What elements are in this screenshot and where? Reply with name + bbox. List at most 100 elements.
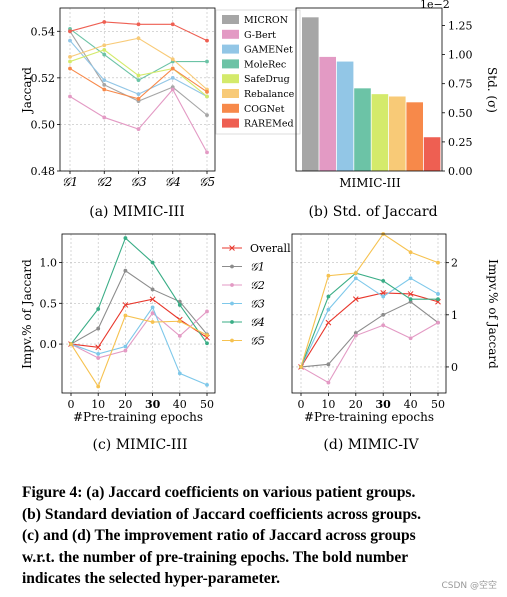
panel-c-frame (61, 233, 216, 394)
legend-marker (230, 320, 234, 324)
panel-b-bars (302, 17, 441, 171)
series-line (70, 298, 208, 348)
data-point (68, 55, 72, 59)
panel-d-improvement-chart: 0 1 2 0 10 20 30 40 50 #Pre-training epochs Imp… (291, 232, 500, 453)
data-point (326, 362, 331, 367)
data-point (381, 323, 386, 328)
series-line (70, 269, 208, 345)
data-point (149, 296, 156, 303)
panel-b-y-ticks: 0.00 0.25 0.50 0.75 1.00 1.25 (442, 19, 473, 178)
data-point (325, 319, 332, 326)
panel-b-caption: (b) Std. of Jaccard (308, 204, 437, 220)
data-point (205, 341, 209, 346)
y-tick-label: 0.0 (40, 338, 58, 351)
series-line (300, 277, 439, 368)
data-point (170, 87, 175, 92)
legend-swatch (222, 118, 239, 128)
data-point (102, 78, 107, 83)
y-tick-label: 1 (451, 309, 458, 322)
bar (354, 88, 371, 171)
bar (302, 17, 319, 171)
legend-label: SafeDrug (244, 74, 290, 85)
data-point (96, 356, 101, 360)
data-point (102, 48, 107, 52)
panel-c-series (68, 236, 210, 389)
legend-label: G-Bert (244, 30, 276, 41)
data-point (170, 66, 175, 71)
data-point (408, 297, 413, 302)
panel-b-x-label: MIMIC-III (339, 176, 401, 190)
legend-swatch (222, 44, 239, 54)
series-line (300, 233, 439, 368)
panel-c-grid (62, 234, 215, 393)
x-tick-label: 𝒢1 (62, 175, 78, 189)
legend-marker (230, 338, 234, 343)
panel-d-series (298, 232, 441, 385)
legend-swatch (222, 103, 239, 113)
bar (406, 102, 423, 171)
data-point (177, 371, 182, 376)
panel-d-y-label: Impv.% of Jaccard (486, 259, 500, 369)
series-line (300, 301, 439, 368)
x-tick-label: 𝒢2 (96, 175, 112, 189)
data-point (299, 365, 303, 369)
data-point (102, 52, 107, 57)
data-point (136, 96, 141, 101)
data-point (123, 236, 128, 240)
panel-a-frame (59, 7, 216, 172)
x-tick-label: 20 (118, 398, 132, 411)
data-point (205, 333, 209, 338)
data-point (326, 273, 331, 278)
y-tick-label: 1.25 (448, 19, 473, 32)
data-point (408, 336, 413, 341)
data-point (68, 59, 72, 64)
x-tick-label: 40 (404, 398, 418, 411)
data-point (102, 43, 107, 48)
data-point (122, 302, 129, 308)
x-tick-label: 𝒢4 (165, 175, 181, 189)
panel-a-series (68, 20, 209, 155)
panel-d-grid (292, 234, 446, 393)
bar (319, 56, 336, 171)
data-point (96, 351, 101, 356)
data-point (102, 82, 107, 87)
panel-a-legend: MICRON G-Bert GAMENet MoleRec SafeDrug Rebala… (215, 9, 301, 135)
data-point (353, 333, 358, 338)
legend-label: COGNet (244, 104, 285, 115)
data-point (69, 342, 73, 346)
legend-label: MoleRec (244, 59, 286, 70)
x-tick-label: 20 (349, 398, 363, 411)
legend-label: GAMENet (244, 45, 293, 56)
data-point (95, 344, 102, 351)
y-tick-label: 0.5 (40, 297, 58, 310)
legend-marker (230, 301, 234, 306)
x-tick-label: 50 (200, 398, 214, 411)
data-point (205, 309, 209, 314)
legend-label: RAREMed (244, 119, 294, 130)
data-point (436, 260, 440, 265)
legend-label: 𝒢2 (250, 279, 265, 292)
series-line (300, 272, 438, 368)
data-point (150, 260, 155, 265)
data-point (68, 29, 72, 34)
legend-label: 𝒢5 (250, 335, 265, 348)
data-point (102, 87, 107, 92)
x-tick-label: 50 (431, 398, 445, 411)
data-point (205, 59, 209, 64)
legend-marker (230, 264, 234, 269)
legend-label: 𝒢3 (250, 298, 265, 311)
y-tick-label: 1.0 (40, 257, 58, 270)
panel-d-caption: (d) MIMIC-IV (323, 437, 419, 453)
data-point (436, 292, 440, 296)
watermark: CSDN @空空 (441, 581, 497, 591)
panel-b-frame (295, 7, 443, 172)
panel-c-y-label: Impv.% of Jaccard (20, 259, 34, 369)
data-point (136, 22, 141, 27)
bar (423, 137, 441, 171)
data-point (435, 298, 441, 305)
data-point (150, 311, 155, 315)
y-tick-label: 0 (451, 361, 458, 374)
legend-box (215, 9, 301, 135)
legend-marker (229, 245, 235, 251)
y-tick-label: 0.25 (448, 136, 473, 149)
